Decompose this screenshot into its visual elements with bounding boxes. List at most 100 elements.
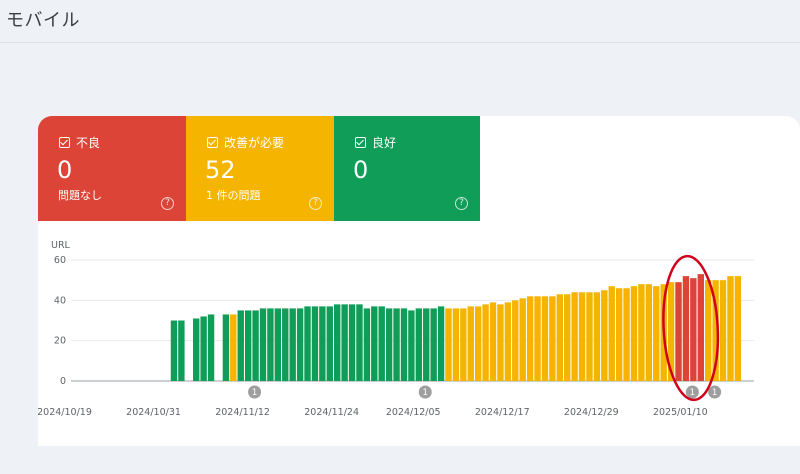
x-tick-label: 2024/12/05 — [386, 407, 441, 418]
bar-needs_improvement — [719, 280, 727, 381]
bar-needs_improvement — [445, 308, 452, 381]
bar-good — [237, 310, 244, 381]
top-bar: モバイル — [0, 0, 800, 43]
bar-good — [170, 320, 178, 381]
bar-good — [259, 308, 267, 381]
annotation-marker-icon — [708, 385, 722, 399]
bar-needs_improvement — [578, 292, 586, 381]
y-tick-label: 40 — [54, 295, 66, 306]
bar-needs_improvement — [526, 296, 534, 381]
bar-good — [207, 314, 215, 381]
bar-good — [348, 304, 356, 381]
bar-good — [244, 310, 252, 381]
bar-needs_improvement — [623, 288, 630, 381]
bar-needs_improvement — [712, 280, 719, 381]
bar-needs_improvement — [556, 294, 563, 381]
help-circle-icon[interactable]: ? — [161, 197, 174, 210]
bar-good — [378, 306, 385, 381]
y-tick-label: 20 — [54, 336, 66, 347]
bar-needs_improvement — [474, 306, 482, 381]
help-circle-icon[interactable]: ? — [455, 197, 468, 210]
bar-good — [267, 308, 274, 381]
bar-needs_improvement — [727, 276, 734, 381]
annotation-marker-label: 1 — [252, 388, 257, 398]
bar-needs_improvement — [645, 284, 653, 381]
bar-needs_improvement — [638, 284, 645, 381]
bar-good — [334, 304, 341, 381]
tile-good-label: 良好 — [372, 136, 397, 150]
bar-needs_improvement — [653, 286, 660, 381]
annotation-marker-icon — [685, 385, 699, 399]
bar-good — [311, 306, 319, 381]
bar-needs_improvement — [586, 292, 593, 381]
bar-needs_improvement — [512, 300, 519, 381]
y-tick-label: 60 — [54, 255, 66, 266]
bar-needs_improvement — [549, 296, 556, 381]
bar-good — [400, 308, 408, 381]
x-tick-label: 2024/10/19 — [38, 407, 92, 418]
bar-needs_improvement — [230, 314, 237, 381]
bar-needs_improvement — [467, 306, 474, 381]
bar-needs_improvement — [571, 292, 578, 381]
url-bar-chart: URL 0 20 40 60 2024/10/19 2024/10/31 2024/11/12… — [38, 240, 754, 418]
annotation-marker-label: 1 — [690, 388, 695, 398]
bar-needs_improvement — [601, 290, 608, 381]
bar-poor — [697, 274, 704, 381]
annotation-marker-icon — [418, 385, 432, 399]
bar-needs_improvement — [489, 302, 497, 381]
bar-needs_improvement — [615, 288, 623, 381]
tile-poor-count: 0 — [57, 156, 73, 184]
bar-good — [341, 304, 348, 381]
bar-good — [326, 306, 333, 381]
x-tick-label: 2024/12/17 — [475, 407, 530, 418]
x-tick-label: 2025/01/10 — [653, 407, 708, 418]
tile-needs-improvement-subtext: 1 件の問題 — [206, 189, 261, 202]
bar-good — [363, 308, 371, 381]
tile-poor-header: 不良 — [59, 134, 100, 151]
bar-poor — [675, 282, 682, 381]
bar-needs_improvement — [519, 298, 526, 381]
bar-poor — [690, 278, 697, 381]
bar-needs_improvement — [630, 286, 638, 381]
x-tick-label: 2024/12/29 — [564, 407, 619, 418]
checkbox-checked-icon[interactable] — [59, 137, 70, 148]
bar-good — [319, 306, 326, 381]
tile-good-count: 0 — [353, 156, 369, 184]
bottom-strip — [0, 446, 800, 474]
bar-needs_improvement — [667, 282, 675, 381]
bar-good — [252, 310, 259, 381]
help-circle-icon[interactable]: ? — [309, 197, 322, 210]
bar-good — [415, 308, 423, 381]
bar-needs_improvement — [734, 276, 742, 381]
bar-good — [274, 308, 282, 381]
tile-needs-improvement-header: 改善が必要 — [207, 134, 284, 151]
annotation-marker-label: 1 — [423, 388, 428, 398]
y-tick-label: 0 — [60, 376, 66, 387]
bar-needs_improvement — [452, 308, 460, 381]
bar-good — [371, 306, 378, 381]
bar-needs_improvement — [460, 308, 467, 381]
tile-poor[interactable]: 不良 0 問題なし ? — [38, 116, 186, 221]
bar-good — [222, 314, 230, 381]
annotation-marker-icon — [248, 385, 262, 399]
bar-good — [423, 308, 430, 381]
highlight-ellipse — [662, 254, 720, 402]
checkbox-checked-icon[interactable] — [207, 137, 218, 148]
tile-needs-improvement-label: 改善が必要 — [224, 136, 285, 150]
bar-good — [289, 308, 296, 381]
checkbox-checked-icon[interactable] — [355, 137, 366, 148]
y-axis-label: URL — [51, 240, 71, 251]
bar-good — [408, 310, 415, 381]
x-tick-label: 2024/11/12 — [215, 407, 270, 418]
bar-good — [385, 308, 393, 381]
tile-needs-improvement[interactable]: 改善が必要 52 1 件の問題 ? — [186, 116, 334, 221]
bar-good — [437, 306, 445, 381]
bar-needs_improvement — [497, 304, 504, 381]
bar-poor — [682, 276, 690, 381]
page-title: モバイル — [6, 10, 80, 31]
tile-good[interactable]: 良好 0 ? — [334, 116, 480, 221]
bar-needs_improvement — [534, 296, 541, 381]
x-tick-label: 2024/11/24 — [304, 407, 359, 418]
bar-good — [356, 304, 363, 381]
bar-good — [304, 306, 311, 381]
